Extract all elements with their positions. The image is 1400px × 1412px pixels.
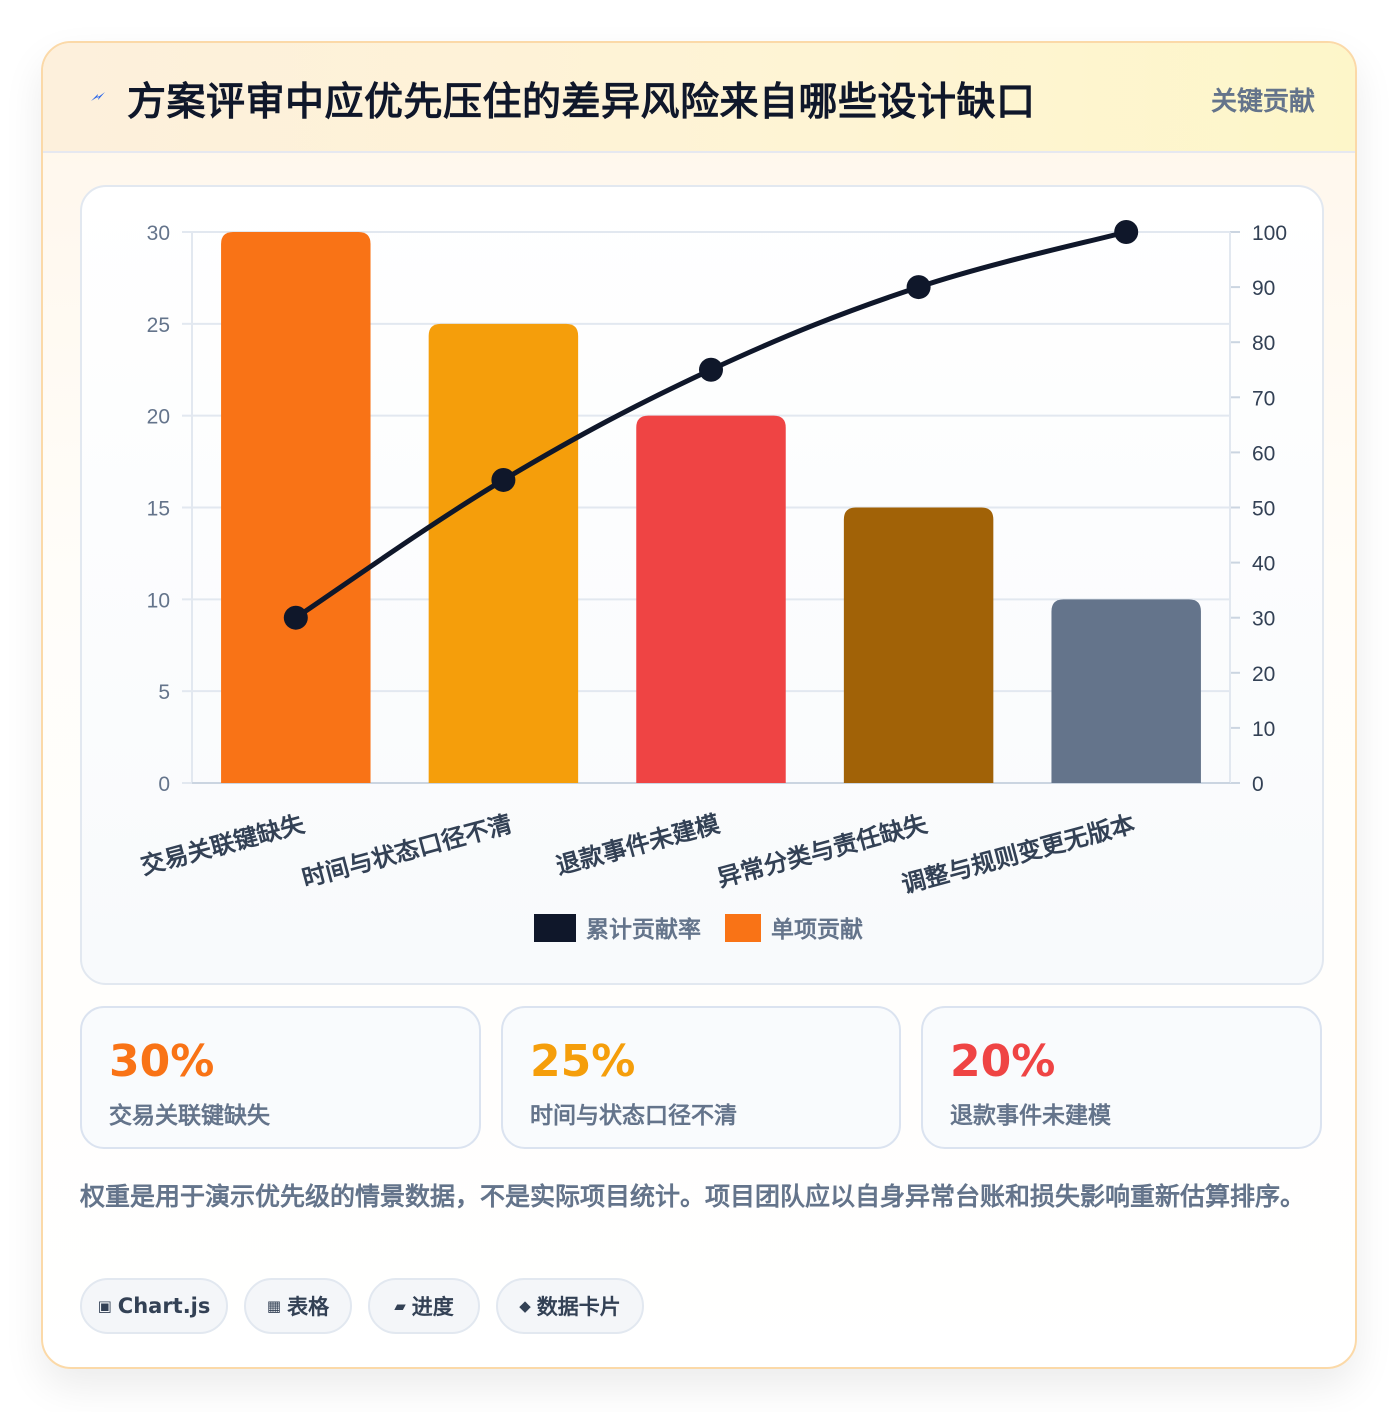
x-tick-label: 交易关联键缺失 bbox=[138, 809, 308, 880]
y2-tick-label: 90 bbox=[1252, 277, 1275, 300]
cumulative-point bbox=[906, 275, 931, 300]
y-tick-label: 0 bbox=[158, 773, 170, 796]
legend-label: 单项贡献 bbox=[771, 917, 863, 943]
y2-tick-label: 10 bbox=[1252, 718, 1275, 741]
chart-canvas: 0 5 10 15 20 25 30 0 10 20 30 40 50 60 70 80 90 100 交易关联键缺… bbox=[138, 220, 1287, 943]
cumulative-point bbox=[283, 605, 308, 630]
header-badge: 关键贡献 bbox=[1210, 87, 1315, 117]
y-tick-label: 15 bbox=[147, 498, 170, 521]
lightning-icon bbox=[91, 92, 105, 101]
stat-label: 交易关联键缺失 bbox=[109, 1103, 270, 1129]
y2-tick-label: 40 bbox=[1252, 553, 1275, 576]
y2-tick-label: 50 bbox=[1252, 498, 1275, 521]
page-title: 方案评审中应优先压住的差异风险来自哪些设计缺口 bbox=[127, 80, 1036, 125]
stat-value: 25% bbox=[530, 1036, 636, 1087]
tag-label: Chart.js bbox=[117, 1294, 211, 1318]
y-tick-label: 10 bbox=[147, 589, 170, 612]
table-icon: ▦ bbox=[266, 1297, 282, 1315]
y2-tick-label: 30 bbox=[1252, 608, 1275, 631]
bar bbox=[843, 507, 994, 783]
tag-progress[interactable]: ▰ 进度 bbox=[368, 1278, 480, 1334]
tag-label: 进度 bbox=[411, 1295, 454, 1319]
y-tick-label: 5 bbox=[158, 681, 170, 704]
tag-table[interactable]: ▦ 表格 bbox=[244, 1278, 352, 1334]
stat-value: 30% bbox=[109, 1036, 215, 1087]
tag-chartjs[interactable]: ▣ Chart.js bbox=[80, 1278, 228, 1334]
legend-swatch bbox=[725, 914, 761, 942]
chip-icon: ▣ bbox=[97, 1297, 112, 1315]
card-header: 方案评审中应优先压住的差异风险来自哪些设计缺口 关键贡献 bbox=[43, 43, 1355, 153]
y2-tick-label: 20 bbox=[1252, 663, 1275, 686]
stat-card-1: 30% 交易关联键缺失 bbox=[80, 1006, 481, 1149]
y2-tick-label: 0 bbox=[1252, 773, 1264, 796]
cumulative-point bbox=[1114, 220, 1139, 244]
bar bbox=[221, 232, 371, 783]
stat-value: 20% bbox=[950, 1036, 1056, 1087]
progress-icon: ▰ bbox=[394, 1297, 406, 1315]
cumulative-point bbox=[491, 467, 516, 492]
bar bbox=[636, 415, 786, 783]
stat-label: 退款事件未建模 bbox=[950, 1103, 1111, 1129]
legend-label: 累计贡献率 bbox=[586, 916, 701, 943]
bar bbox=[1051, 599, 1201, 783]
y-tick-label: 30 bbox=[147, 222, 170, 245]
legend-swatch bbox=[534, 914, 576, 942]
y2-tick-label: 60 bbox=[1252, 442, 1275, 465]
stat-card-2: 25% 时间与状态口径不清 bbox=[501, 1006, 901, 1149]
tag-data-card[interactable]: ◆ 数据卡片 bbox=[496, 1278, 644, 1334]
y2-tick-label: 80 bbox=[1252, 332, 1275, 355]
y-tick-label: 20 bbox=[147, 406, 170, 429]
x-tick-label: 退款事件未建模 bbox=[553, 809, 723, 880]
report-card: 方案评审中应优先压住的差异风险来自哪些设计缺口 关键贡献 0 5 10 15 20 25 3… bbox=[41, 41, 1357, 1369]
y2-tick-label: 70 bbox=[1252, 387, 1275, 410]
stat-label: 时间与状态口径不清 bbox=[530, 1103, 737, 1129]
disclaimer-note: 权重是用于演示优先级的情景数据，不是实际项目统计。项目团队应以自身异常台账和损失… bbox=[80, 1182, 1306, 1211]
stat-card-3: 20% 退款事件未建模 bbox=[921, 1006, 1322, 1149]
x-tick-label: 时间与状态口径不清 bbox=[299, 810, 515, 893]
pareto-chart: 0 5 10 15 20 25 30 0 10 20 30 40 50 60 70 80 90 100 交易关联键缺… bbox=[80, 185, 1324, 985]
tag-label: 数据卡片 bbox=[536, 1295, 621, 1319]
y-tick-label: 25 bbox=[147, 314, 170, 337]
y2-tick-label: 100 bbox=[1252, 222, 1287, 245]
diamond-icon: ◆ bbox=[519, 1297, 531, 1315]
x-tick-label: 异常分类与责任缺失 bbox=[714, 809, 931, 892]
x-tick-label: 调整与规则变更无版本 bbox=[899, 810, 1138, 899]
bar bbox=[428, 323, 579, 783]
tag-label: 表格 bbox=[287, 1295, 330, 1319]
cumulative-point bbox=[699, 357, 723, 382]
